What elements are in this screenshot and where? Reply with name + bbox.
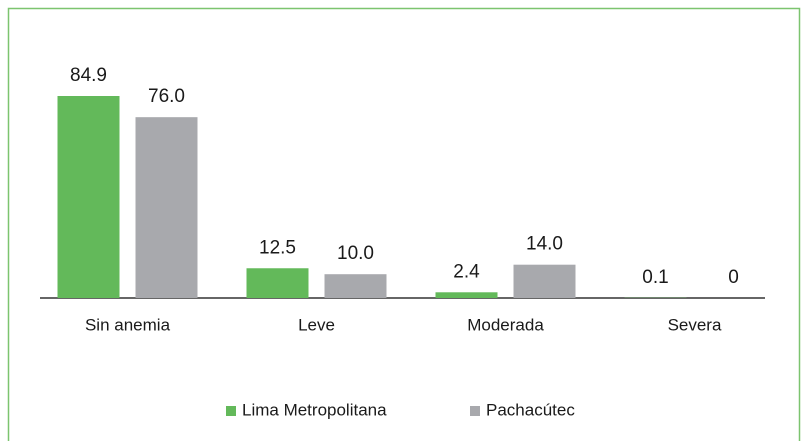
value-label: 0 <box>728 267 739 288</box>
x-tick-label: Leve <box>298 315 335 334</box>
frame <box>7 7 801 441</box>
x-tick-label: Sin anemia <box>85 315 171 334</box>
x-tick-label: Moderada <box>467 315 544 334</box>
value-label: 12.5 <box>259 237 296 258</box>
legend-swatch <box>470 406 480 416</box>
value-label: 76.0 <box>148 86 185 107</box>
x-tick-label: Severa <box>668 315 722 334</box>
value-label: 10.0 <box>337 243 374 264</box>
value-label: 84.9 <box>70 65 107 86</box>
bar <box>435 292 498 298</box>
value-label: 14.0 <box>526 234 563 255</box>
value-label: 2.4 <box>453 261 480 282</box>
value-label: 0.1 <box>642 267 668 288</box>
bar <box>513 264 576 298</box>
bar <box>246 268 309 298</box>
bar <box>57 96 120 298</box>
legend-label: Pachacútec <box>486 400 575 419</box>
bar <box>324 274 387 298</box>
legend-swatch <box>226 406 236 416</box>
legend-label: Lima Metropolitana <box>242 400 387 419</box>
bar <box>135 117 198 298</box>
